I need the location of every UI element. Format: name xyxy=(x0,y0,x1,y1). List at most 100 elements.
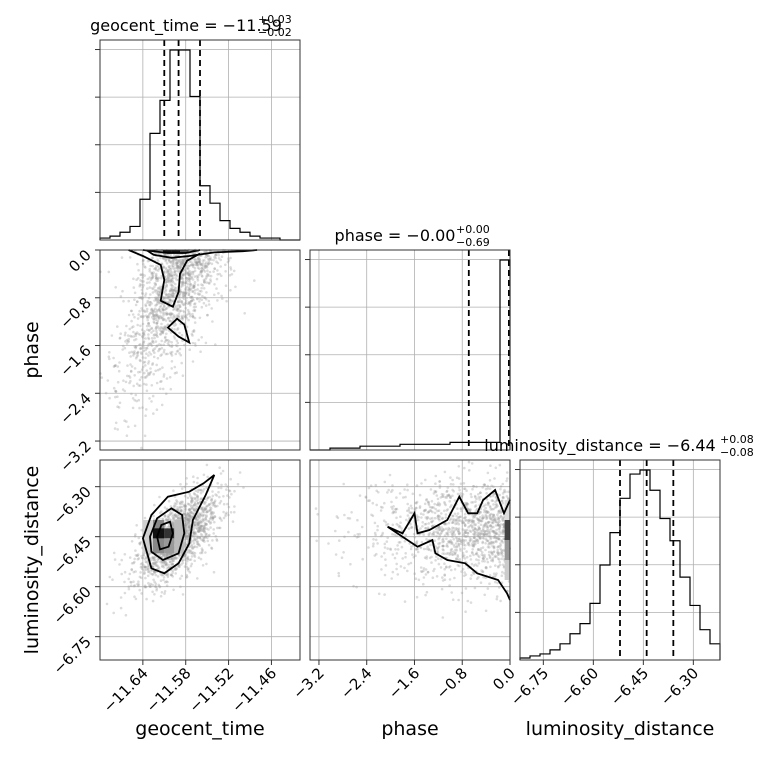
sample-point xyxy=(194,344,197,347)
sample-point xyxy=(495,597,499,601)
sample-point xyxy=(122,344,125,348)
sample-point xyxy=(168,298,172,302)
sample-point xyxy=(220,483,223,487)
sample-point xyxy=(173,253,176,257)
sample-point xyxy=(449,550,453,554)
sample-point xyxy=(185,517,188,520)
sample-point xyxy=(472,542,476,546)
sample-point xyxy=(195,261,199,264)
sample-point xyxy=(147,570,150,574)
sample-point xyxy=(139,315,143,319)
sample-point xyxy=(495,528,498,532)
sample-point xyxy=(165,339,168,342)
sample-point xyxy=(430,499,434,503)
title-luminosity-distance-sup: +0.08 xyxy=(720,433,754,446)
sample-point xyxy=(485,525,489,529)
sample-point xyxy=(185,316,188,320)
sample-point xyxy=(155,268,158,272)
sample-point xyxy=(132,286,136,289)
sample-point xyxy=(195,261,198,264)
sample-point xyxy=(417,578,421,582)
sample-point xyxy=(147,360,151,363)
sample-point xyxy=(154,327,158,330)
sample-point xyxy=(142,340,145,344)
sample-point xyxy=(134,393,138,397)
sample-point xyxy=(142,262,145,266)
sample-point xyxy=(110,334,114,337)
sample-point xyxy=(466,599,470,603)
sample-point xyxy=(206,510,209,513)
sample-point xyxy=(448,584,451,587)
sample-point xyxy=(496,513,499,516)
sample-point xyxy=(171,262,175,266)
sample-point xyxy=(352,584,355,588)
sample-point xyxy=(159,579,163,582)
sample-point xyxy=(469,554,472,558)
sample-point xyxy=(116,325,119,328)
sample-point xyxy=(195,263,198,267)
sample-point xyxy=(197,514,200,518)
sample-point xyxy=(116,405,119,409)
sample-point xyxy=(149,585,152,588)
sample-point xyxy=(412,532,416,536)
sample-point xyxy=(433,567,436,571)
sample-point xyxy=(488,487,492,491)
sample-point xyxy=(383,573,387,577)
sample-point xyxy=(188,286,191,289)
sample-point xyxy=(171,284,174,288)
sample-point xyxy=(494,564,497,567)
sample-point xyxy=(462,538,465,542)
sample-point xyxy=(458,564,461,568)
sample-point xyxy=(403,539,407,543)
sample-point xyxy=(144,414,147,418)
sample-point xyxy=(216,299,219,302)
sample-point xyxy=(120,572,123,576)
panel-luminosity-distance-vs-geocent-time xyxy=(99,459,301,661)
sample-point xyxy=(146,316,149,319)
sample-point xyxy=(481,517,485,520)
sample-point xyxy=(173,270,177,274)
sample-point xyxy=(151,599,155,603)
sample-point xyxy=(148,311,152,315)
sample-point xyxy=(134,345,137,349)
sample-point xyxy=(220,255,224,258)
sample-point xyxy=(406,488,409,492)
sample-point xyxy=(193,283,196,286)
sample-point xyxy=(167,278,170,282)
sample-point xyxy=(177,307,180,311)
sample-point xyxy=(174,291,178,295)
sample-point xyxy=(141,296,144,299)
sample-point xyxy=(155,279,158,283)
sample-point xyxy=(489,517,493,521)
sample-point xyxy=(132,325,135,328)
sample-point xyxy=(153,351,156,355)
sample-point xyxy=(207,281,211,285)
sample-point xyxy=(228,489,232,493)
sample-point xyxy=(139,351,143,354)
sample-point xyxy=(140,328,144,332)
sample-point xyxy=(155,564,158,567)
sample-point xyxy=(147,322,150,325)
sample-point xyxy=(148,270,151,273)
sample-point xyxy=(151,310,155,313)
sample-point xyxy=(225,511,228,515)
sample-point xyxy=(190,299,193,303)
sample-point xyxy=(226,502,229,506)
sample-point xyxy=(419,512,423,515)
sample-point xyxy=(454,542,458,545)
sample-point xyxy=(142,332,145,335)
sample-point xyxy=(189,272,192,276)
sample-point xyxy=(165,584,169,587)
sample-point xyxy=(161,327,165,331)
sample-point xyxy=(153,336,156,340)
sample-point xyxy=(170,560,174,563)
sample-point xyxy=(194,288,197,292)
sample-point xyxy=(188,571,192,574)
sample-point xyxy=(457,477,461,480)
sample-point xyxy=(179,585,182,589)
sample-point xyxy=(203,266,207,269)
sample-point xyxy=(166,296,169,300)
sample-point xyxy=(164,258,168,262)
sample-point xyxy=(166,274,169,278)
sample-point xyxy=(162,318,165,321)
